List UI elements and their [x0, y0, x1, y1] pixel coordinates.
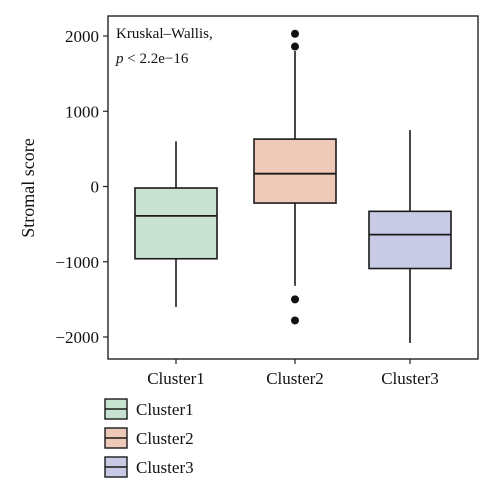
- legend-item-cluster3: Cluster3: [104, 456, 194, 478]
- legend-label: Cluster2: [136, 429, 194, 448]
- y-tick-label: 1000: [65, 102, 99, 121]
- test-annotation-line1: Kruskal–Wallis,: [116, 26, 213, 42]
- legend-label: Cluster3: [136, 458, 194, 477]
- y-tick-label: 0: [91, 178, 100, 197]
- y-tick-label: 2000: [65, 27, 99, 46]
- outlier-point: [291, 29, 299, 38]
- outlier-point: [291, 42, 299, 51]
- legend-label: Cluster1: [136, 400, 194, 419]
- box-cluster3: [368, 130, 452, 344]
- x-axis: Cluster1 Cluster2 Cluster3: [147, 359, 439, 388]
- y-axis: 2000 1000 0 −1000 −2000: [55, 27, 108, 347]
- box-cluster2: [253, 29, 337, 325]
- box-iqr: [134, 187, 218, 260]
- box-iqr: [253, 138, 337, 204]
- p-value: < 2.2e−16: [124, 51, 189, 67]
- legend-item-cluster2: Cluster2: [104, 427, 194, 449]
- box-iqr: [368, 210, 452, 270]
- x-tick-label: Cluster1: [147, 369, 205, 388]
- x-tick-label: Cluster3: [381, 369, 439, 388]
- y-tick-label: −1000: [55, 253, 99, 272]
- outlier-point: [291, 316, 299, 325]
- y-tick-label: −2000: [55, 328, 99, 347]
- legend: Cluster1 Cluster2 Cluster3: [104, 398, 194, 478]
- outlier-point: [291, 295, 299, 304]
- test-annotation-line2: p < 2.2e−16: [115, 51, 189, 67]
- box-cluster1: [134, 141, 218, 307]
- boxes: [134, 29, 452, 344]
- plot-panel: [107, 15, 479, 360]
- y-axis-label: Stromal score: [18, 138, 38, 237]
- plot-area: [107, 15, 479, 360]
- x-tick-label: Cluster2: [266, 369, 324, 388]
- legend-item-cluster1: Cluster1: [104, 398, 194, 420]
- p-symbol: p: [115, 51, 124, 67]
